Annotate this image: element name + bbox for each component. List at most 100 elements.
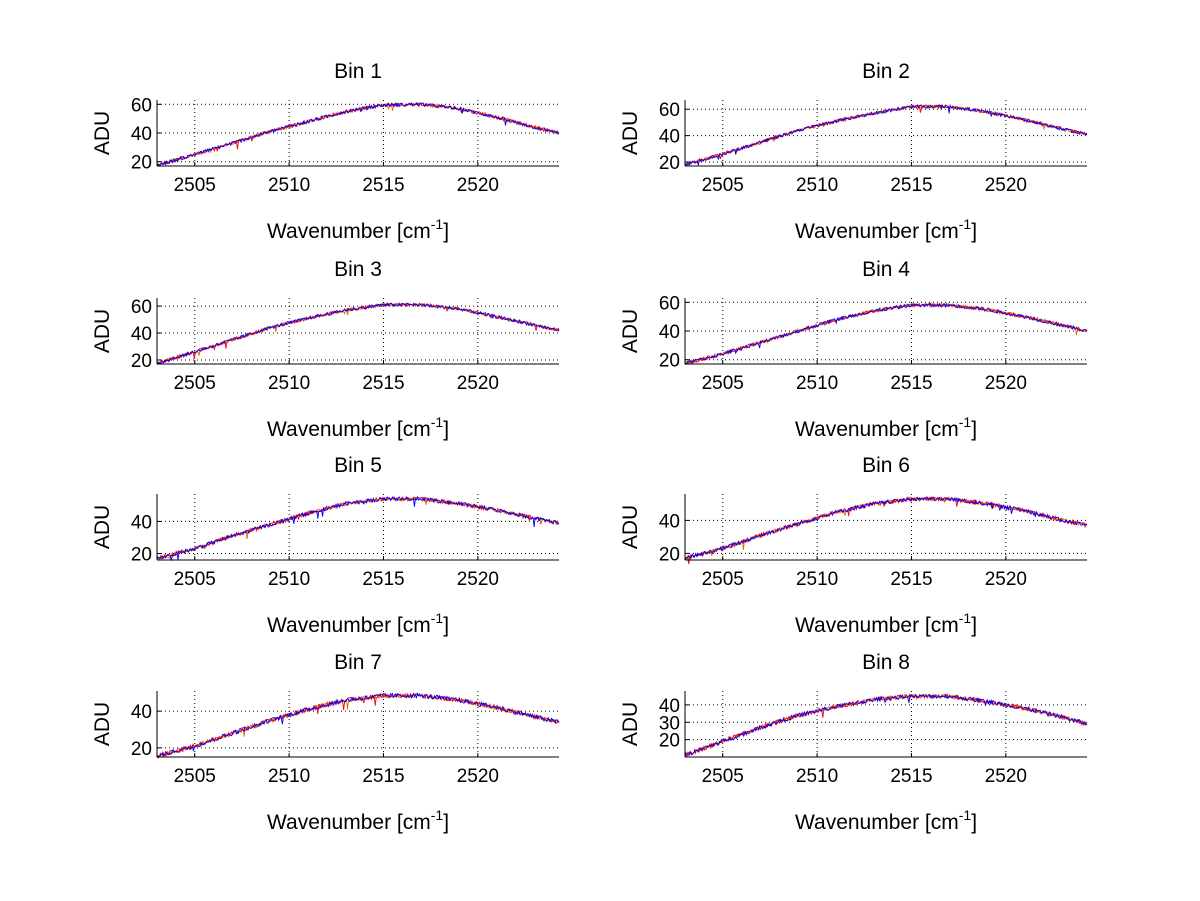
x-tick-label: 2520 — [985, 175, 1027, 196]
spectrum-series-1 — [684, 103, 1088, 166]
x-tick-label: 2520 — [985, 569, 1027, 590]
x-axis-label: Wavenumber [cm-1] — [267, 807, 449, 834]
subplot-title: Bin 1 — [334, 60, 382, 83]
spectrum-series-3 — [156, 301, 560, 366]
subplot-bin-2: 2505 2510 2515 2520 20 40 60 Bin 2 Wavenumber [c… — [619, 60, 1088, 243]
y-tick-label: 20 — [131, 153, 152, 174]
x-tick-label: 2510 — [268, 569, 310, 590]
spectrum-series-2 — [684, 302, 1088, 365]
subplot-bin-4: 2505 2510 2515 2520 20 40 60 Bin 4 Wavenumber [c… — [619, 258, 1088, 441]
x-tick-label: 2510 — [796, 373, 838, 394]
y-tick-label: 20 — [131, 351, 152, 372]
y-axis-label: ADU — [619, 111, 642, 155]
spectrum-series-1 — [684, 693, 1088, 758]
subplot-title: Bin 5 — [334, 454, 382, 477]
y-tick-label: 40 — [659, 322, 680, 343]
x-tick-label: 2520 — [457, 766, 499, 787]
y-axis-label: ADU — [91, 505, 114, 549]
y-tick-label: 60 — [659, 293, 680, 314]
y-tick-label: 40 — [131, 512, 152, 533]
x-tick-label: 2515 — [890, 373, 932, 394]
y-tick-label: 20 — [659, 731, 680, 752]
spectrum-series-2 — [684, 692, 1088, 758]
x-tick-label: 2505 — [174, 766, 216, 787]
x-axis-label: Wavenumber [cm-1] — [795, 610, 977, 637]
y-tick-label: 40 — [659, 696, 680, 717]
subplot-bin-3: 2505 2510 2515 2520 20 40 60 Bin 3 Wavenumber [c… — [91, 258, 560, 441]
x-tick-label: 2520 — [457, 569, 499, 590]
x-tick-label: 2505 — [174, 175, 216, 196]
subplot-title: Bin 6 — [862, 454, 910, 477]
y-tick-label: 60 — [131, 95, 152, 116]
spectrum-series-1 — [684, 496, 1088, 560]
spectrum-series-1 — [156, 102, 560, 167]
x-tick-label: 2515 — [362, 569, 404, 590]
y-axis-label: ADU — [619, 505, 642, 549]
subplot-bin-7: 2505 2510 2515 2520 20 40 Bin 7 Wavenumber [cm-… — [91, 651, 560, 834]
x-tick-label: 2510 — [796, 569, 838, 590]
y-axis-label: ADU — [619, 702, 642, 746]
spectrum-series-1 — [156, 692, 560, 758]
x-axis-label: Wavenumber [cm-1] — [795, 807, 977, 834]
x-tick-label: 2510 — [268, 766, 310, 787]
subplot-title: Bin 4 — [862, 258, 910, 281]
x-tick-label: 2505 — [702, 373, 744, 394]
subplot-bin-5: 2505 2510 2515 2520 20 40 Bin 5 Wavenumber [cm-… — [91, 454, 560, 637]
x-axis-label: Wavenumber [cm-1] — [267, 216, 449, 243]
x-tick-label: 2505 — [702, 766, 744, 787]
x-tick-label: 2515 — [890, 766, 932, 787]
x-tick-label: 2515 — [362, 373, 404, 394]
y-tick-label: 40 — [131, 324, 152, 345]
spectrum-series-3 — [684, 693, 1088, 756]
spectrum-series-3 — [156, 495, 560, 560]
y-tick-label: 40 — [131, 702, 152, 723]
spectrum-series-2 — [156, 495, 560, 561]
y-tick-label: 20 — [659, 544, 680, 565]
y-tick-label: 30 — [659, 713, 680, 734]
x-tick-label: 2515 — [890, 569, 932, 590]
spectrum-series-1 — [684, 302, 1088, 365]
subplot-title: Bin 8 — [862, 651, 910, 674]
x-tick-label: 2505 — [174, 373, 216, 394]
x-tick-label: 2505 — [702, 175, 744, 196]
x-tick-label: 2510 — [268, 373, 310, 394]
y-tick-label: 20 — [659, 153, 680, 174]
subplot-title: Bin 3 — [334, 258, 382, 281]
y-axis-label: ADU — [91, 111, 114, 155]
spectrum-series-3 — [156, 101, 560, 167]
x-tick-label: 2510 — [796, 766, 838, 787]
y-tick-label: 40 — [659, 127, 680, 148]
x-tick-label: 2520 — [457, 373, 499, 394]
x-tick-label: 2515 — [362, 175, 404, 196]
x-tick-label: 2515 — [890, 175, 932, 196]
y-tick-label: 20 — [131, 545, 152, 566]
x-tick-label: 2515 — [362, 766, 404, 787]
x-axis-label: Wavenumber [cm-1] — [795, 414, 977, 441]
y-tick-label: 60 — [131, 297, 152, 318]
x-tick-label: 2505 — [174, 569, 216, 590]
y-axis-label: ADU — [91, 309, 114, 353]
y-tick-label: 60 — [659, 100, 680, 121]
x-tick-label: 2520 — [457, 175, 499, 196]
x-tick-label: 2520 — [985, 373, 1027, 394]
spectrum-series-1 — [156, 302, 560, 365]
x-axis-label: Wavenumber [cm-1] — [267, 414, 449, 441]
subplot-bin-6: 2505 2510 2515 2520 20 40 Bin 6 Wavenumber [cm-… — [619, 454, 1088, 637]
y-tick-label: 40 — [131, 124, 152, 145]
x-tick-label: 2510 — [796, 175, 838, 196]
x-tick-label: 2520 — [985, 766, 1027, 787]
spectrum-series-2 — [156, 102, 560, 168]
subplot-title: Bin 7 — [334, 651, 382, 674]
y-tick-label: 20 — [131, 739, 152, 760]
subplot-title: Bin 2 — [862, 60, 910, 83]
spectrum-series-3 — [684, 496, 1088, 561]
x-tick-label: 2510 — [268, 175, 310, 196]
x-axis-label: Wavenumber [cm-1] — [267, 610, 449, 637]
spectrum-series-2 — [684, 496, 1088, 565]
y-tick-label: 40 — [659, 511, 680, 532]
subplot-bin-1: 2505 2510 2515 2520 20 40 60 Bin 1 Wavenumber [c… — [91, 60, 560, 243]
y-tick-label: 20 — [659, 351, 680, 372]
spectrum-series-2 — [156, 302, 560, 365]
